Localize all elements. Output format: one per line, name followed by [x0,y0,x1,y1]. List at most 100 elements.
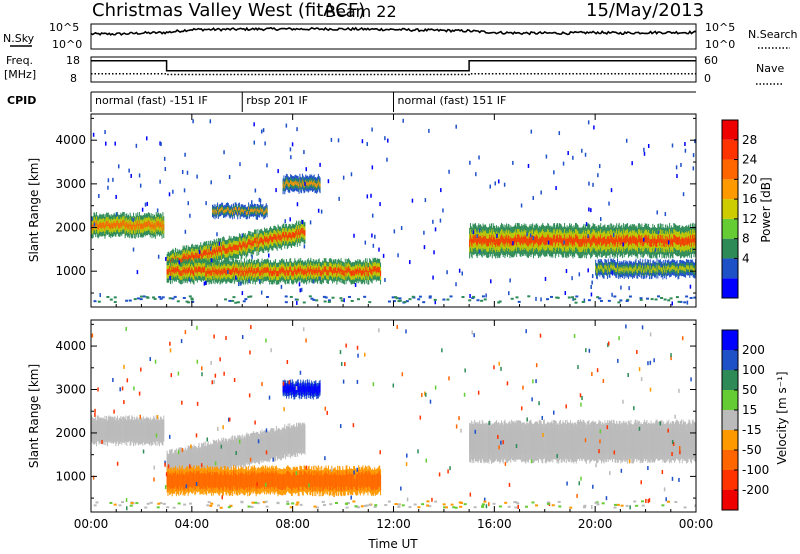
heatmap-cell [247,295,251,298]
heatmap-cell [614,263,617,268]
heatmap-cell [558,432,560,456]
cpid-label: CPID [7,94,36,107]
heatmap-cell [689,238,691,247]
heatmap-cell [488,238,490,246]
heatmap-cell [446,298,450,301]
heatmap-cell [356,298,360,301]
heatmap-cell [171,475,173,492]
heatmap-cell [206,252,208,259]
heatmap-cell [574,301,578,304]
heatmap-cell [262,128,265,133]
heatmap-cell [304,430,306,449]
heatmap-cell [163,420,165,437]
heatmap-cell [664,265,666,270]
heatmap-cell [434,227,437,232]
heatmap-cell [264,436,266,455]
heatmap-cell [167,269,169,275]
heatmap-cell [197,470,199,487]
heatmap-cell [547,240,550,245]
heatmap-cell [185,267,187,274]
heatmap-cell [605,430,607,455]
heatmap-cell [362,470,364,487]
heatmap-cell [317,208,320,213]
heatmap-cell [372,243,375,248]
heatmap-cell [343,270,345,277]
heatmap-cell [488,432,490,456]
heatmap-cell [219,246,221,252]
heatmap-cell [259,238,261,244]
heatmap-cell [611,237,613,246]
heatmap-cell [623,269,625,274]
heatmap-cell [218,209,220,213]
heatmap-cell [285,471,287,488]
heatmap-cell [203,281,206,286]
heatmap-cell [114,421,116,438]
nsky-tick-top: 10^5 [49,21,79,34]
heatmap-cell [638,266,640,271]
heatmap-cell [284,430,286,449]
heatmap-cell [246,267,248,273]
heatmap-cell [520,237,522,246]
heatmap-cell [640,238,642,246]
heatmap-cell [206,470,208,486]
nsky-label: N.Sky [3,32,35,45]
heatmap-cell [146,221,148,228]
heatmap-cell [338,266,340,273]
heatmap-cell [616,234,618,243]
heatmap-cell [394,296,398,299]
heatmap-cell [302,181,304,186]
heatmap-cell [301,428,303,448]
heatmap-cell [365,472,367,488]
heatmap-cell [527,238,529,247]
cpid-segment-label: normal (fast) -151 IF [95,94,208,107]
heatmap-cell [669,239,671,247]
heatmap-cell [145,423,147,439]
heatmap-cell [302,301,306,304]
heatmap-cell [226,208,228,213]
heatmap-cell [217,448,219,467]
heatmap-cell [235,244,237,251]
heatmap-cell [611,430,613,455]
heatmap-cell [359,267,361,274]
heatmap-cell [590,208,592,213]
heatmap-cell [310,386,312,397]
heatmap-cell [507,430,509,454]
heatmap-cell [392,300,396,303]
heatmap-cell [606,238,608,247]
heatmap-cell [137,220,139,226]
heatmap-cell [578,238,580,247]
heatmap-cell [179,269,181,276]
heatmap-cell [95,422,97,438]
heatmap-cell [526,429,528,453]
heatmap-cell [304,386,306,396]
heatmap-cell [507,235,509,243]
heatmap-cell [259,436,261,455]
heatmap-cell [683,267,685,271]
heatmap-cell [227,246,229,253]
heatmap-cell [248,279,250,284]
heatmap-cell [668,265,670,270]
heatmap-cell [312,181,314,186]
heatmap-cell [471,297,475,300]
heatmap-cell [259,440,261,459]
heatmap-cell [168,297,172,300]
heatmap-cell [132,247,135,252]
heatmap-cell [591,429,593,453]
colorbar-swatch [722,238,738,259]
heatmap-cell [499,432,501,456]
heatmap-cell [269,270,271,277]
heatmap-cell [681,266,683,271]
heatmap-cell [229,269,231,275]
heatmap-cell [377,472,379,489]
heatmap-cell [202,473,204,490]
heatmap-cell [258,209,260,213]
heatmap-cell [265,267,267,274]
heatmap-cell [203,249,205,256]
heatmap-cell [684,148,687,153]
heatmap-cell [278,234,280,240]
heatmap-cell [535,296,537,301]
heatmap-cell [639,235,641,244]
heatmap-cell [689,296,693,299]
heatmap-cell [160,422,162,439]
y-tick-label: 4000 [55,133,86,147]
